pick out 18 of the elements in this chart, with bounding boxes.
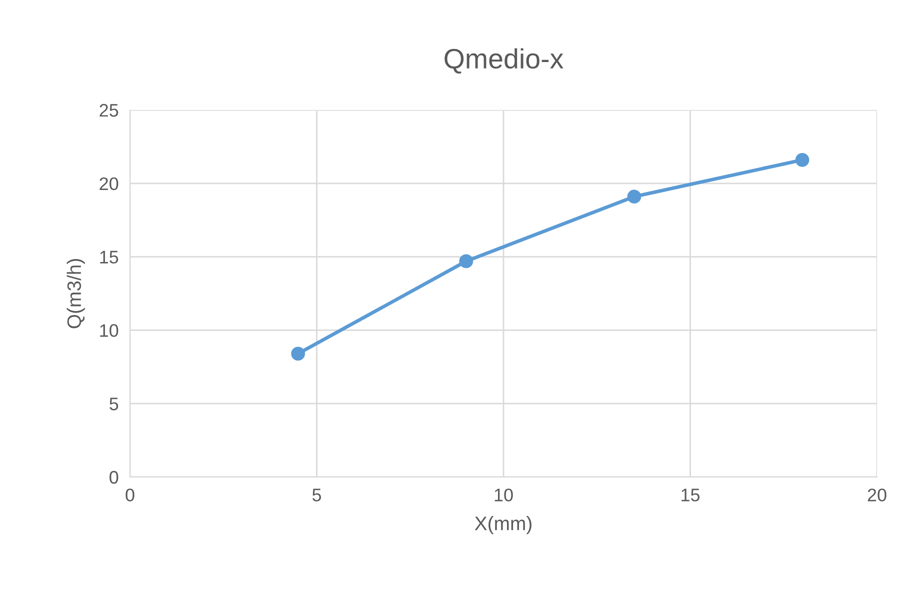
x-tick-label: 20 (868, 488, 886, 502)
y-tick-label: 10 (100, 324, 118, 337)
x-tick-label: 0 (126, 488, 134, 502)
x-tick-label: 5 (312, 488, 322, 502)
y-tick-label: 15 (100, 250, 118, 264)
y-tick-label: 5 (110, 398, 118, 410)
y-tick-label: 20 (100, 177, 118, 190)
y-tick-label: 0 (110, 470, 118, 484)
y-tick-label: 25 (100, 104, 118, 117)
point (459, 254, 474, 268)
point (627, 190, 642, 204)
chart-title: Qmedio-x (444, 48, 564, 74)
point (795, 152, 810, 167)
x-tick-label: 10 (494, 488, 513, 502)
x-axis-title: X(mm) (474, 516, 532, 534)
point (291, 346, 306, 361)
x-tick-label: 15 (682, 488, 700, 502)
y-axis-title: Q(m3/h) (66, 259, 85, 328)
